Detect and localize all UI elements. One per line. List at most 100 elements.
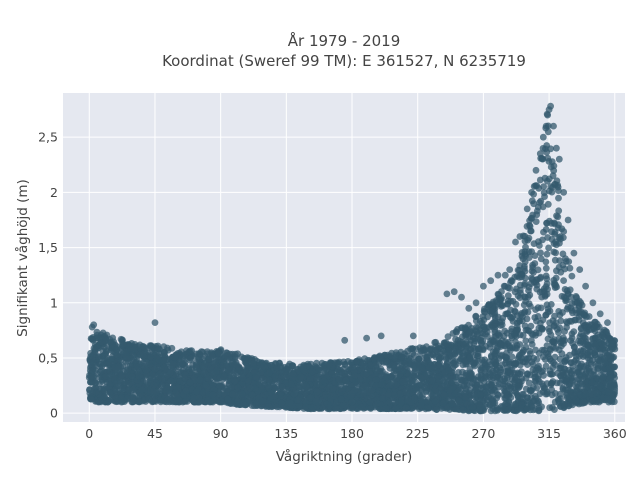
data-point-4624 (548, 188, 556, 196)
data-point-3290 (548, 228, 555, 236)
data-point-4684 (212, 367, 220, 375)
data-point-4643 (411, 394, 419, 401)
data-point-4784 (351, 367, 358, 375)
data-point-4563 (547, 183, 555, 191)
data-point-26 (542, 264, 550, 272)
data-point-2523 (544, 308, 552, 316)
data-point-4047 (572, 293, 580, 300)
data-point-4415 (529, 211, 536, 219)
data-point-4715 (518, 394, 526, 401)
data-point-3838 (526, 387, 534, 395)
data-point-4578 (575, 337, 582, 345)
data-point-4804 (507, 394, 515, 401)
data-point-4384 (599, 373, 607, 381)
data-point-4851 (313, 388, 321, 396)
data-point-4482 (491, 341, 499, 349)
data-point-4701 (105, 359, 113, 366)
data-point-3538 (540, 183, 547, 191)
data-point-4808 (603, 352, 611, 360)
data-point-4812 (387, 381, 395, 389)
data-point-4618 (610, 398, 618, 406)
data-point-2150 (504, 292, 512, 300)
data-point-4153 (306, 376, 314, 384)
data-point-4686 (396, 390, 404, 398)
data-point-4816 (404, 397, 412, 404)
data-point-3471 (557, 372, 564, 380)
data-point-4285 (531, 377, 539, 385)
data-point-4789 (466, 381, 474, 389)
data-point-2289 (523, 223, 531, 230)
data-point-4854 (424, 404, 432, 412)
data-point-2457 (554, 213, 562, 221)
data-point-4874 (289, 374, 297, 382)
data-point-3255 (521, 248, 529, 256)
data-point-3464 (548, 158, 556, 166)
data-point-4884 (406, 390, 413, 398)
data-point-4751 (486, 323, 493, 331)
data-point-4742 (576, 391, 584, 399)
data-point-4018 (512, 338, 519, 346)
data-point-4848 (584, 374, 592, 381)
data-point-4795 (488, 381, 495, 388)
data-point-2437 (543, 250, 551, 258)
data-point-4208 (590, 325, 598, 333)
data-point-4948 (536, 274, 544, 282)
data-point-4923 (286, 399, 294, 407)
data-point-4178 (514, 266, 522, 274)
data-point-4591 (132, 363, 140, 370)
data-point-4825 (562, 375, 570, 383)
data-point-4835 (474, 352, 482, 360)
data-point-4619 (97, 338, 105, 346)
data-point-3059 (570, 328, 578, 335)
data-point-4711 (598, 332, 606, 339)
data-point-4965 (431, 398, 439, 405)
data-point-4519 (473, 323, 480, 331)
data-point-4741 (426, 351, 434, 359)
data-point-3542 (495, 329, 502, 337)
data-point-4744 (584, 364, 592, 372)
data-point-4910 (387, 372, 395, 380)
data-point-4794 (88, 335, 96, 343)
data-point-3786 (533, 207, 541, 215)
data-point-4499 (187, 354, 194, 362)
data-point-3261 (321, 365, 328, 373)
data-point-4830 (439, 399, 447, 407)
data-point-4163 (393, 351, 400, 359)
data-point-3587 (494, 377, 501, 385)
data-point-4533 (508, 332, 515, 340)
data-point-4537 (387, 352, 394, 360)
data-point-4296 (507, 369, 514, 377)
data-point-3708 (552, 249, 559, 257)
data-point-4590 (423, 384, 430, 392)
data-point-3436 (528, 330, 536, 338)
data-point-4525 (550, 336, 558, 344)
data-point-4882 (506, 342, 514, 350)
chart-title-line2: Koordinat (Sweref 99 TM): E 361527, N 62… (162, 52, 526, 70)
data-point-4536 (392, 381, 400, 389)
data-point-4315 (452, 373, 460, 381)
data-point-3889 (561, 286, 569, 293)
data-point-3951 (416, 344, 424, 351)
data-point-4856 (142, 366, 150, 374)
data-point-4290 (507, 278, 514, 286)
data-point-3507 (404, 369, 412, 377)
data-point-2104 (521, 265, 528, 272)
data-point-4267 (282, 374, 289, 381)
data-point-4927 (599, 365, 607, 373)
data-point-4937 (194, 368, 202, 376)
data-point-4921 (474, 357, 482, 365)
data-point-4692 (446, 387, 453, 395)
data-point-4227 (544, 350, 552, 358)
data-point-4503 (288, 362, 296, 370)
data-point-4722 (467, 375, 475, 382)
data-point-4971 (460, 340, 467, 348)
data-point-4893 (348, 405, 356, 412)
data-point-4447 (472, 313, 480, 321)
data-point-4877 (495, 291, 503, 299)
data-point-3169 (520, 301, 528, 309)
data-point-3963 (454, 378, 462, 386)
data-point-4663 (368, 386, 376, 394)
data-point-4940 (544, 234, 551, 241)
data-point-4972 (125, 386, 133, 394)
